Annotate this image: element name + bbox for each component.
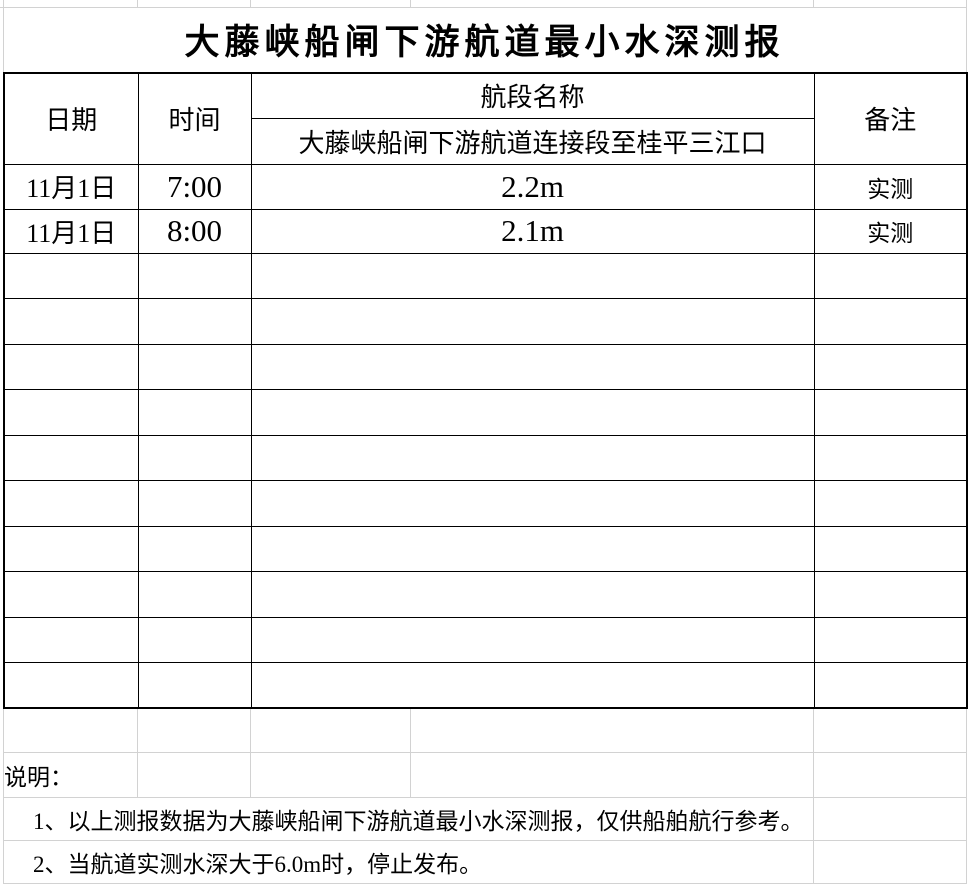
- data-row: 11月1日 8:00 2.1m 实测: [3, 208, 968, 254]
- time-cell: 8:00: [137, 208, 252, 254]
- date-cell: 11月1日: [3, 208, 139, 254]
- empty-cell: [3, 343, 139, 390]
- empty-cell: [813, 252, 968, 299]
- notes-label: 说明：: [4, 763, 73, 790]
- gridline: [137, 705, 138, 797]
- header-date-cell: 日期: [3, 72, 139, 165]
- note-item-2: 2、当航道实测水深大于6.0m时，停止发布。: [33, 852, 483, 877]
- empty-cell: [250, 525, 815, 572]
- empty-cell: [813, 343, 968, 390]
- empty-cell: [137, 616, 252, 663]
- empty-cell: [813, 662, 968, 709]
- header-time-cell: 时间: [137, 72, 252, 165]
- note-item-1: 1、以上测报数据为大藤峡船闸下游航道最小水深测报，仅供船舶航行参考。: [33, 808, 804, 834]
- empty-cell: [137, 343, 252, 390]
- empty-cell: [3, 252, 139, 299]
- report-title: 大藤峡船闸下游航道最小水深测报: [184, 23, 785, 62]
- date-cell: 11月1日: [3, 163, 139, 210]
- empty-cell: [3, 616, 139, 663]
- gridline: [410, 0, 411, 7]
- empty-cell: [3, 525, 139, 572]
- empty-cell: [813, 298, 968, 345]
- empty-cell: [813, 434, 968, 481]
- empty-cell: [3, 571, 139, 618]
- empty-row: [3, 389, 968, 436]
- empty-cell: [137, 434, 252, 481]
- gridline: [137, 0, 138, 7]
- gridline: [3, 705, 4, 884]
- empty-row: [3, 343, 968, 390]
- depth-cell: 2.2m: [250, 163, 815, 210]
- empty-cell: [3, 389, 139, 436]
- empty-row: [3, 616, 968, 663]
- empty-cell: [137, 662, 252, 709]
- empty-cell: [137, 525, 252, 572]
- remark-cell: 实测: [813, 163, 968, 210]
- empty-row: [3, 571, 968, 618]
- gridline: [966, 0, 967, 72]
- gridline: [966, 705, 967, 884]
- header-remark-cell: 备注: [813, 72, 968, 165]
- empty-cell: [250, 252, 815, 299]
- time-cell: 7:00: [137, 163, 252, 210]
- gridline: [813, 0, 814, 7]
- gridline: [250, 0, 251, 7]
- empty-cell: [137, 571, 252, 618]
- empty-cell: [137, 389, 252, 436]
- depth-cell: 2.1m: [250, 208, 815, 254]
- data-row: 11月1日 7:00 2.2m 实测: [3, 163, 968, 210]
- empty-cell: [137, 298, 252, 345]
- gridline: [813, 705, 814, 884]
- empty-cell: [250, 434, 815, 481]
- empty-cell: [137, 252, 252, 299]
- empty-cell: [3, 434, 139, 481]
- empty-cell: [250, 616, 815, 663]
- gridline: [3, 0, 4, 72]
- empty-cell: [813, 616, 968, 663]
- remark-cell: 实测: [813, 208, 968, 254]
- empty-cell: [250, 298, 815, 345]
- gridline: [410, 705, 411, 797]
- empty-cell: [813, 525, 968, 572]
- header-segment-cell: 航段名称: [250, 72, 815, 119]
- gridline: [3, 840, 966, 841]
- header-row: 日期 时间 航段名称 备注: [3, 72, 968, 165]
- segment-name-cell: 大藤峡船闸下游航道连接段至桂平三江口: [250, 117, 815, 165]
- header-subrow: 大藤峡船闸下游航道连接段至桂平三江口: [4, 117, 967, 165]
- empty-cell: [813, 571, 968, 618]
- empty-cell: [250, 343, 815, 390]
- empty-cell: [3, 298, 139, 345]
- depth-report-table: 日期 时间 航段名称 备注 大藤峡船闸下游航道连接段至桂平三江口 11月1日 7…: [3, 72, 968, 709]
- empty-row: [3, 434, 968, 481]
- empty-cell: [250, 662, 815, 709]
- empty-row: [3, 298, 968, 345]
- empty-row: [3, 480, 968, 527]
- gridline: [250, 705, 251, 797]
- empty-row: [3, 662, 968, 709]
- empty-cell: [3, 480, 139, 527]
- empty-row: [3, 252, 968, 299]
- empty-cell: [250, 389, 815, 436]
- empty-cell: [813, 480, 968, 527]
- empty-cell: [250, 480, 815, 527]
- empty-cell: [250, 571, 815, 618]
- empty-row: [3, 525, 968, 572]
- empty-cell: [813, 389, 968, 436]
- empty-cell: [137, 480, 252, 527]
- gridline: [3, 797, 966, 798]
- gridline: [0, 7, 967, 8]
- gridline: [3, 752, 966, 753]
- empty-cell: [3, 662, 139, 709]
